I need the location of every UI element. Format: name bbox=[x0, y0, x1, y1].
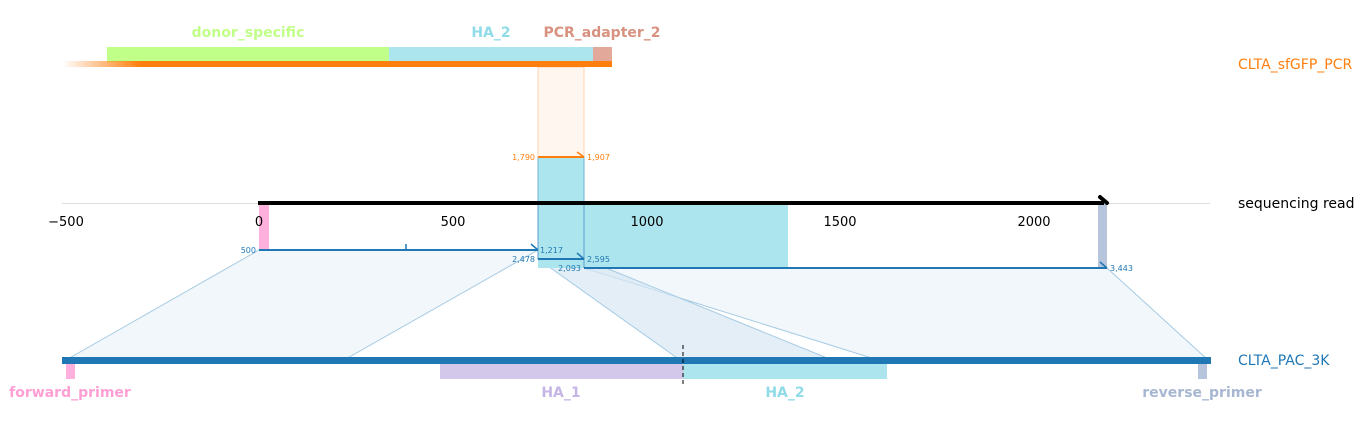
bottom-feature-reverse-primer-label: reverse_primer bbox=[1142, 385, 1262, 401]
bottom-feature-ha1-label: HA_1 bbox=[541, 385, 580, 401]
reference-track-label: CLTA_PAC_3K bbox=[1238, 353, 1330, 369]
ref-alignment-1-start: 500 bbox=[241, 246, 256, 255]
read-axis-ticks: −500 0 500 1000 1500 2000 bbox=[48, 215, 1050, 230]
bottom-feature-reverse-primer-bar bbox=[1198, 364, 1207, 379]
read-track-label: sequencing read bbox=[1238, 196, 1354, 212]
ref-alignment-1-arrow bbox=[530, 243, 539, 251]
pcr-track-label: CLTA_sfGFP_PCR bbox=[1238, 57, 1352, 73]
read-axis-tick: −500 bbox=[48, 215, 84, 230]
top-feature-pcr-adapter-bar bbox=[593, 47, 612, 62]
ref-alignment-1-connector bbox=[64, 249, 540, 361]
bottom-feature-ha1-bar bbox=[440, 364, 683, 379]
ref-alignment-2-end: 2,595 bbox=[587, 255, 610, 264]
ref-alignment-3-end: 3,443 bbox=[1110, 264, 1133, 273]
read-axis-tick: 1500 bbox=[823, 215, 856, 230]
read-ha2-highlight bbox=[538, 157, 584, 203]
ref-alignment-2-arrow bbox=[576, 252, 585, 260]
read-ha2-lower-highlight bbox=[538, 203, 788, 268]
ref-alignment-3-start: 2,093 bbox=[558, 264, 581, 273]
bottom-feature-forward-primer-bar bbox=[66, 364, 75, 379]
top-feature-donor-specific-label: donor_specific bbox=[192, 25, 305, 41]
bottom-feature-forward-primer-label: forward_primer bbox=[9, 385, 131, 401]
read-reverse-primer-mark bbox=[1098, 203, 1107, 268]
pcr-alignment-start: 1,790 bbox=[512, 153, 535, 162]
sequencing-read-arrowhead bbox=[1098, 195, 1109, 205]
top-feature-ha2-label: HA_2 bbox=[471, 25, 510, 41]
pcr-track-fade bbox=[62, 61, 140, 67]
reference-track-line bbox=[62, 357, 1211, 364]
read-forward-primer-mark bbox=[259, 203, 269, 250]
bottom-feature-ha2-bar bbox=[683, 364, 887, 379]
read-axis-tick: 2000 bbox=[1017, 215, 1050, 230]
top-feature-donor-specific-bar bbox=[107, 47, 389, 62]
top-feature-pcr-adapter-label: PCR_adapter_2 bbox=[543, 25, 660, 41]
read-axis-tick: 0 bbox=[255, 215, 263, 230]
pcr-alignment-end: 1,907 bbox=[587, 153, 610, 162]
ref-alignment-1-end: 1,217 bbox=[540, 246, 563, 255]
bottom-feature-ha2-label: HA_2 bbox=[765, 385, 804, 401]
top-feature-ha2-bar bbox=[389, 47, 593, 62]
ref-alignment-2-start: 2,478 bbox=[512, 255, 535, 264]
pcr-alignment-connector bbox=[537, 66, 585, 158]
pcr-track-line bbox=[140, 61, 612, 67]
read-axis-tick: 1000 bbox=[630, 215, 663, 230]
read-axis-tick: 500 bbox=[441, 215, 466, 230]
pcr-alignment-arrow bbox=[576, 151, 585, 158]
ref-alignment-3-arrow bbox=[1099, 261, 1108, 269]
